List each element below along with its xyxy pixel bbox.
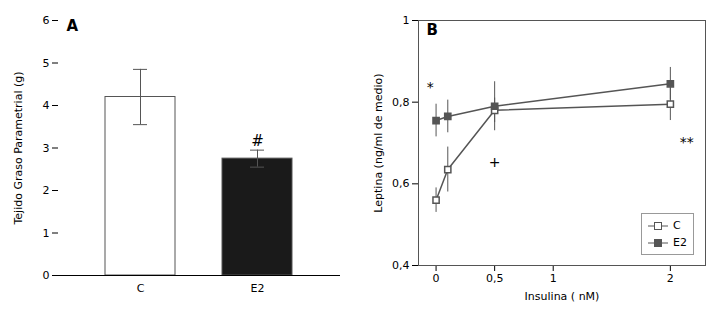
svg-text:1: 1 <box>550 272 557 285</box>
svg-text:2: 2 <box>43 184 50 197</box>
svg-text:0,6: 0,6 <box>392 177 410 190</box>
svg-text:0,8: 0,8 <box>392 96 410 109</box>
svg-text:0,4: 0,4 <box>392 259 410 272</box>
svg-text:A: A <box>67 17 79 35</box>
svg-text:+: + <box>489 154 501 170</box>
svg-text:Insulina ( nM): Insulina ( nM) <box>525 290 600 303</box>
svg-text:*: * <box>427 79 434 95</box>
svg-text:2: 2 <box>667 272 674 285</box>
svg-text:C: C <box>137 282 145 295</box>
svg-text:0: 0 <box>43 269 50 282</box>
svg-text:1: 1 <box>43 227 50 240</box>
svg-text:1: 1 <box>403 14 410 27</box>
svg-text:0: 0 <box>433 272 440 285</box>
svg-text:E2: E2 <box>251 282 265 295</box>
svg-text:#: # <box>251 132 264 150</box>
svg-text:5: 5 <box>43 57 50 70</box>
svg-text:**: ** <box>680 134 694 150</box>
svg-text:B: B <box>427 21 438 39</box>
svg-text:Tejido Graso Parametrial (g): Tejido Graso Parametrial (g) <box>12 71 25 225</box>
svg-text:Leptina (ng/ml de medio): Leptina (ng/ml de medio) <box>372 73 385 212</box>
html-text:C: C <box>673 219 681 232</box>
html-text:E2: E2 <box>673 236 687 249</box>
svg-text:4: 4 <box>43 99 50 112</box>
svg-text:0,5: 0,5 <box>486 272 504 285</box>
svg-text:3: 3 <box>43 142 50 155</box>
svg-text:6: 6 <box>43 14 50 27</box>
